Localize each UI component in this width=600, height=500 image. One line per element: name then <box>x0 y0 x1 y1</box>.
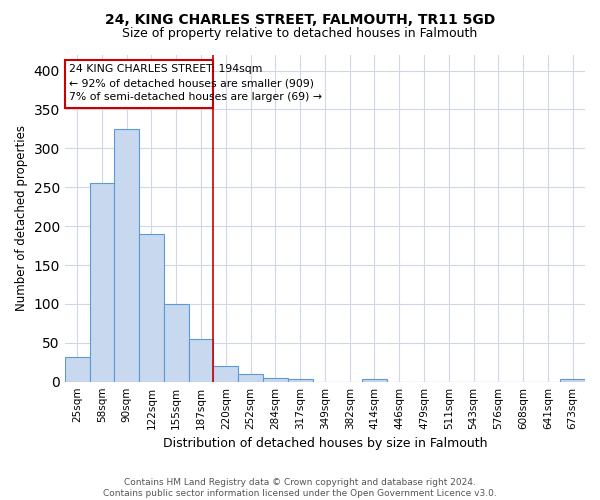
Bar <box>115 129 139 382</box>
Text: Contains HM Land Registry data © Crown copyright and database right 2024.
Contai: Contains HM Land Registry data © Crown c… <box>103 478 497 498</box>
Text: 24 KING CHARLES STREET: 194sqm: 24 KING CHARLES STREET: 194sqm <box>68 64 262 74</box>
Bar <box>89 184 115 382</box>
Bar <box>362 378 387 382</box>
Text: 7% of semi-detached houses are larger (69) →: 7% of semi-detached houses are larger (6… <box>68 92 322 102</box>
Text: ← 92% of detached houses are smaller (909): ← 92% of detached houses are smaller (90… <box>68 78 314 88</box>
Bar <box>188 339 214 382</box>
Y-axis label: Number of detached properties: Number of detached properties <box>15 126 28 312</box>
Bar <box>238 374 263 382</box>
Bar <box>214 366 238 382</box>
Bar <box>164 304 188 382</box>
X-axis label: Distribution of detached houses by size in Falmouth: Distribution of detached houses by size … <box>163 437 487 450</box>
FancyBboxPatch shape <box>65 60 214 108</box>
Bar <box>139 234 164 382</box>
Text: Size of property relative to detached houses in Falmouth: Size of property relative to detached ho… <box>122 28 478 40</box>
Bar <box>560 380 585 382</box>
Bar <box>65 357 89 382</box>
Bar <box>288 380 313 382</box>
Bar <box>263 378 288 382</box>
Text: 24, KING CHARLES STREET, FALMOUTH, TR11 5GD: 24, KING CHARLES STREET, FALMOUTH, TR11 … <box>105 12 495 26</box>
